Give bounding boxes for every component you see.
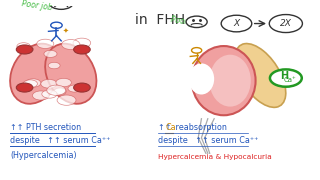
Circle shape	[23, 80, 37, 88]
Text: Poor job: Poor job	[170, 15, 202, 28]
Circle shape	[68, 85, 81, 92]
Circle shape	[17, 45, 33, 53]
Circle shape	[37, 39, 54, 48]
Text: 2X: 2X	[280, 19, 292, 28]
Circle shape	[16, 45, 33, 54]
Circle shape	[221, 15, 252, 32]
Circle shape	[41, 79, 57, 88]
Ellipse shape	[45, 44, 96, 104]
Circle shape	[56, 78, 71, 87]
Text: reabsorption: reabsorption	[173, 123, 227, 132]
Circle shape	[16, 83, 33, 92]
Circle shape	[51, 22, 62, 28]
Circle shape	[48, 62, 60, 69]
Text: X: X	[233, 19, 240, 28]
Text: Ca⁺: Ca⁺	[283, 77, 296, 83]
Circle shape	[49, 0, 73, 9]
Text: ✦: ✦	[63, 28, 69, 33]
Text: ↑↑ PTH secretion: ↑↑ PTH secretion	[10, 123, 81, 132]
Ellipse shape	[209, 55, 251, 107]
Circle shape	[17, 43, 30, 50]
Circle shape	[53, 89, 66, 95]
Circle shape	[47, 85, 66, 95]
Text: (Hypercalcemia): (Hypercalcemia)	[10, 151, 77, 160]
Text: Poor job: Poor job	[21, 0, 53, 13]
Ellipse shape	[192, 46, 256, 115]
Ellipse shape	[189, 63, 214, 94]
Circle shape	[186, 16, 207, 28]
Circle shape	[57, 95, 76, 105]
Circle shape	[42, 90, 57, 98]
Circle shape	[25, 79, 41, 87]
Circle shape	[74, 45, 90, 54]
Circle shape	[32, 91, 49, 100]
Circle shape	[54, 88, 66, 94]
Ellipse shape	[10, 44, 61, 104]
Text: Hypercalcemia & Hypocalcuria: Hypercalcemia & Hypocalcuria	[158, 154, 272, 160]
Text: despite   ↑↑ serum Ca⁺⁺: despite ↑↑ serum Ca⁺⁺	[158, 136, 259, 145]
Circle shape	[74, 83, 90, 92]
Circle shape	[270, 69, 302, 87]
Circle shape	[269, 15, 302, 33]
Text: H: H	[280, 71, 288, 81]
Circle shape	[44, 50, 57, 57]
Circle shape	[62, 40, 80, 50]
Text: despite   ↑↑ serum Ca⁺⁺: despite ↑↑ serum Ca⁺⁺	[10, 136, 111, 145]
Text: ↑↑: ↑↑	[158, 123, 174, 132]
Circle shape	[73, 38, 91, 48]
Circle shape	[192, 48, 202, 53]
Text: in  FHH: in FHH	[135, 13, 185, 27]
Ellipse shape	[235, 44, 286, 107]
Text: Ca: Ca	[165, 123, 176, 132]
